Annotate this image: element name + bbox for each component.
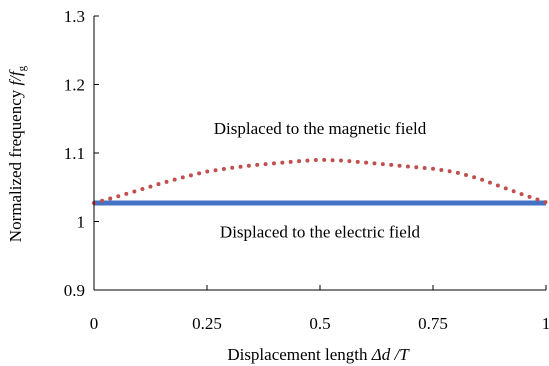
y-axis-title: Normalized frequency f/fg <box>6 65 28 242</box>
plot-marks <box>92 157 548 206</box>
x-tick-label: 0.25 <box>192 314 222 333</box>
y-tick-label: 0.9 <box>64 281 85 300</box>
series-line-dotted <box>92 157 548 205</box>
x-axis-title: Displacement length Δd /T <box>227 345 410 364</box>
y-tick-label: 1.3 <box>64 7 85 26</box>
chart-annotation: Displaced to the electric field <box>220 222 421 241</box>
annotations: Displaced to the magnetic field Displaced… <box>214 119 427 241</box>
x-tick-label: 1 <box>542 314 549 333</box>
axes <box>93 15 547 291</box>
x-tick-label: 0.75 <box>418 314 448 333</box>
y-tick-label: 1.2 <box>64 76 85 95</box>
x-tick-label: 0 <box>90 314 99 333</box>
y-tick-label: 1 <box>77 213 86 232</box>
chart-annotation: Displaced to the magnetic field <box>214 119 427 138</box>
tick-labels: 0.9 1 1.1 1.2 1.3 0 0.25 0.5 0.75 1 <box>64 7 549 333</box>
y-tick-label: 1.1 <box>64 144 85 163</box>
x-tick-label: 0.5 <box>309 314 330 333</box>
